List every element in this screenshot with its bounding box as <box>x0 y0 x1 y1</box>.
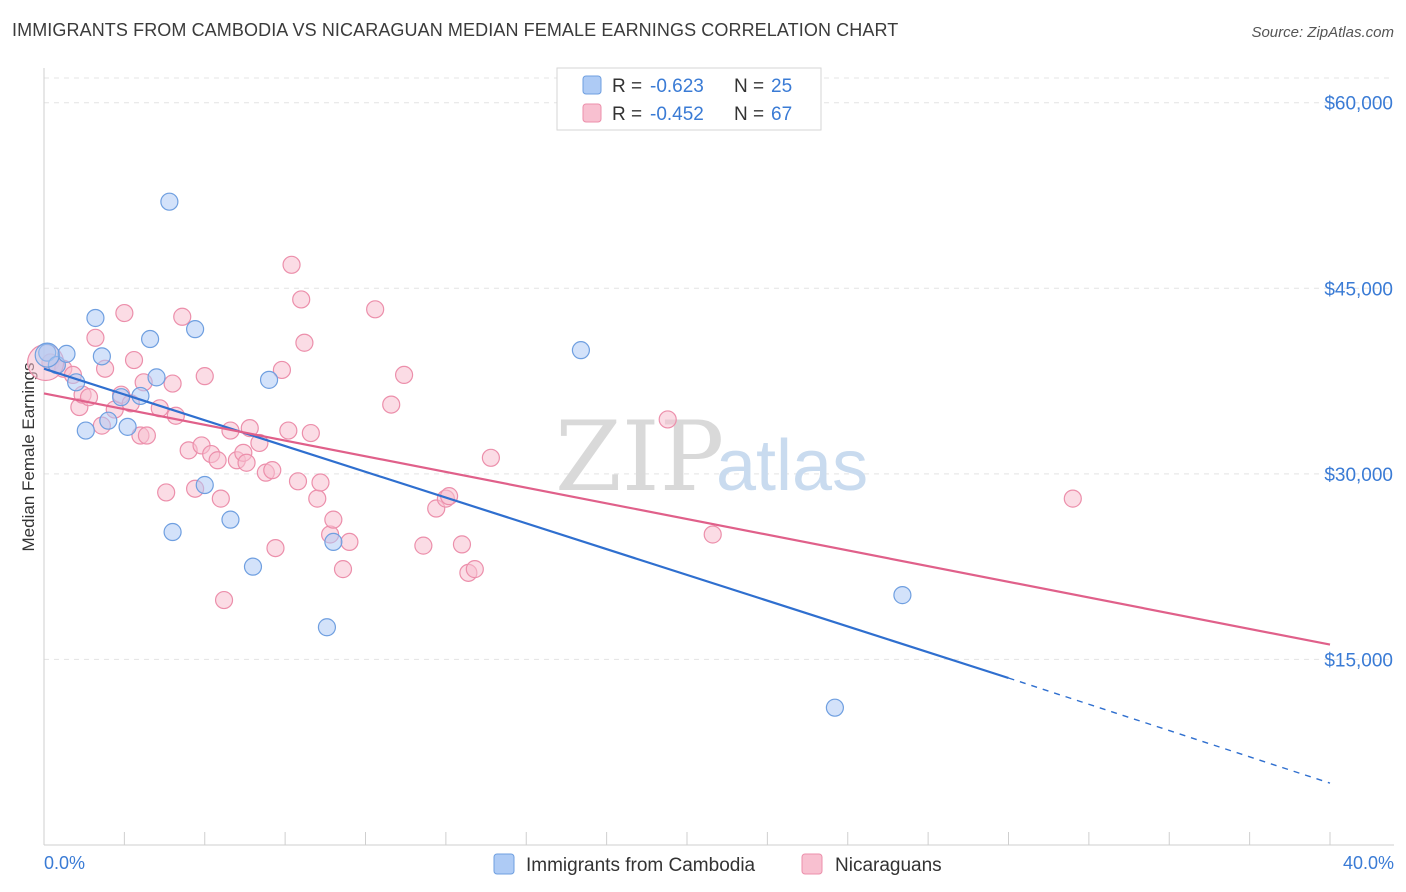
nicaraguans-point-51 <box>333 560 353 579</box>
nicaraguans-point-56 <box>414 536 433 555</box>
nicaraguans-point-48 <box>311 473 330 492</box>
chart-title: IMMIGRANTS FROM CAMBODIA VS NICARAGUAN M… <box>12 20 899 40</box>
legend-n-label-nicaraguans: N = <box>734 104 764 125</box>
nicaraguans-point-20 <box>163 374 182 393</box>
legend-n-value-nicaraguans: 67 <box>771 104 792 125</box>
nicaraguans-point-22 <box>173 307 192 326</box>
nicaraguans-point-43 <box>288 472 308 491</box>
bottom-legend-swatch-nicaraguans <box>801 853 823 875</box>
y-tick-label-45000: $45,000 <box>1324 279 1393 300</box>
cambodia-point-7 <box>99 411 118 430</box>
cambodia-point-22 <box>571 341 591 360</box>
nicaraguans-point-47 <box>308 489 327 508</box>
cambodia-cluster-marker <box>34 342 60 368</box>
trend-line-cambodia-extrapolated <box>1008 677 1331 784</box>
x-tick-label-min: 0.0% <box>44 853 85 873</box>
nicaraguans-point-46 <box>301 423 320 443</box>
nicaraguans-point-19 <box>157 483 176 502</box>
cambodia-point-13 <box>160 192 179 211</box>
x-axis-ticks <box>123 832 1331 845</box>
trend-line-nicaraguans <box>43 392 1331 646</box>
bottom-legend-swatch-cambodia <box>493 853 515 875</box>
bottom-legend-label-cambodia: Immigrants from Cambodia <box>526 855 756 876</box>
cambodia-point-19 <box>259 370 279 389</box>
nicaraguans-point-39 <box>266 538 285 558</box>
bottom-legend-label-nicaraguans: Nicaraguans <box>835 855 942 876</box>
nicaraguans-point-62 <box>465 560 484 579</box>
cambodia-point-23 <box>893 586 912 605</box>
cambodia-point-2 <box>57 344 76 363</box>
nicaraguans-point-34 <box>237 453 256 472</box>
y-tick-label-60000: $60,000 <box>1324 94 1393 115</box>
bottom-legend: Immigrants from Cambodia Nicaraguans <box>493 853 942 876</box>
watermark-zip: ZIP <box>555 401 724 513</box>
nicaraguans-point-64 <box>658 410 677 429</box>
cambodia-point-14 <box>163 522 182 542</box>
cambodia-point-18 <box>243 557 263 576</box>
cambodia-point-9 <box>118 417 137 436</box>
cambodia-point-0 <box>38 343 57 362</box>
nicaraguans-point-54 <box>382 395 401 414</box>
nicaraguans-point-12 <box>115 303 134 323</box>
trend-lines <box>43 367 1331 784</box>
y-axis-label: Median Female Earnings <box>19 363 38 552</box>
legend-n-value-cambodia: 25 <box>771 76 792 97</box>
cambodia-point-6 <box>92 347 111 366</box>
nicaraguans-point-17 <box>137 426 156 445</box>
cambodia-point-21 <box>317 618 337 637</box>
legend-swatch-cambodia <box>582 75 602 95</box>
y-tick-label-30000: $30,000 <box>1324 465 1393 486</box>
source-label: Source: ZipAtlas.com <box>1251 24 1394 41</box>
x-tick-label-max: 40.0% <box>1343 853 1394 873</box>
cambodia-point-15 <box>186 320 205 339</box>
nicaraguans-point-55 <box>394 365 414 385</box>
cambodia-point-12 <box>147 368 166 387</box>
nicaraguans-point-29 <box>211 489 230 508</box>
nicaraguans-point-30 <box>214 590 234 610</box>
cambodia-point-17 <box>221 510 240 529</box>
nicaraguans-point-52 <box>340 532 359 552</box>
nicaraguans-point-63 <box>481 448 500 467</box>
series-cambodia-points <box>34 192 912 717</box>
nicaraguans-point-7 <box>86 328 105 347</box>
nicaraguans-point-44 <box>292 290 311 309</box>
watermark-atlas: atlas <box>716 426 868 506</box>
nicaraguans-point-14 <box>124 350 144 370</box>
legend-r-label-nicaraguans: R = <box>612 104 642 125</box>
cambodia-point-16 <box>195 475 214 495</box>
y-tick-labels: $15,000 $30,000 $45,000 $60,000 <box>1324 94 1393 672</box>
nicaraguans-point-65 <box>703 525 722 544</box>
legend: R = -0.623 N = 25 R = -0.452 N = 67 <box>556 67 822 131</box>
nicaraguans-point-26 <box>195 367 214 386</box>
legend-r-value-cambodia: -0.623 <box>650 76 704 97</box>
nicaraguans-point-45 <box>295 333 314 352</box>
nicaraguans-point-41 <box>279 421 298 440</box>
nicaraguans-point-53 <box>366 300 385 319</box>
nicaraguans-point-50 <box>324 510 343 529</box>
legend-swatch-nicaraguans <box>582 103 602 123</box>
legend-r-label-cambodia: R = <box>612 76 642 97</box>
y-tick-label-15000: $15,000 <box>1324 650 1393 671</box>
cambodia-point-11 <box>140 329 160 349</box>
cambodia-point-20 <box>324 532 343 552</box>
cambodia-point-24 <box>825 698 844 717</box>
nicaraguans-point-60 <box>452 535 472 554</box>
cambodia-point-5 <box>86 308 105 328</box>
legend-n-label-cambodia: N = <box>734 76 764 97</box>
legend-r-value-nicaraguans: -0.452 <box>650 104 704 125</box>
nicaraguans-point-42 <box>282 255 301 274</box>
nicaraguans-point-28 <box>208 451 227 470</box>
trend-line-cambodia <box>43 367 1009 680</box>
nicaraguans-point-38 <box>263 461 282 480</box>
nicaraguans-point-40 <box>272 360 292 380</box>
nicaraguans-point-66 <box>1063 489 1082 508</box>
cambodia-point-4 <box>76 421 95 440</box>
